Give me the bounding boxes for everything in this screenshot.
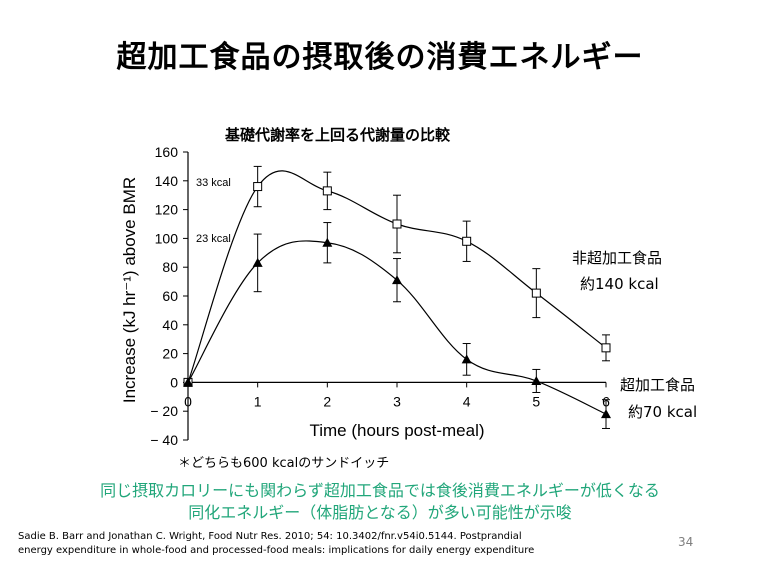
y-tick-label: − 40	[150, 432, 178, 448]
x-tick-label: 4	[463, 393, 471, 409]
x-tick-label: 3	[393, 393, 401, 409]
y-tick-label: 80	[162, 259, 178, 275]
conclusion-line-2: 同化エネルギー（体脂肪となる）が多い可能性が示唆	[188, 503, 572, 522]
x-tick-label: 2	[323, 393, 331, 409]
citation-line-1: Sadie B. Barr and Jonathan C. Wright, Fo…	[18, 531, 522, 542]
y-tick-label: 60	[162, 288, 178, 304]
whole-food-peak-label: 33 kcal	[196, 177, 231, 189]
processed-food-point	[322, 237, 333, 247]
chart-series	[183, 165, 611, 429]
chart-axes: − 40− 200204060801001201401600123456Time…	[120, 144, 610, 448]
processed-food-point	[531, 375, 542, 385]
sandwich-note: ＊どちらも600 kcalのサンドイッチ	[178, 456, 390, 471]
whole-food-point	[462, 236, 472, 246]
processed-food-peak-label: 23 kcal	[196, 233, 231, 245]
y-axis-title: Increase (kJ hr⁻¹) above BMR	[120, 177, 139, 403]
x-axis-title: Time (hours post-meal)	[309, 421, 484, 440]
y-tick-label: 140	[155, 173, 179, 189]
x-tick-label: 0	[184, 393, 192, 409]
citation-line-2: energy expenditure in whole-food and pro…	[18, 545, 535, 556]
conclusion-line-1: 同じ摂取カロリーにも関わらず超加工食品では食後消費エネルギーが低くなる	[100, 481, 660, 500]
y-tick-label: 40	[162, 317, 178, 333]
y-tick-label: − 20	[150, 403, 178, 419]
processed-food-point	[392, 275, 402, 285]
processed-food-point	[183, 377, 193, 387]
whole-food-label: 非超加工食品	[572, 249, 662, 267]
whole-food-point	[253, 182, 263, 192]
conclusion-text: 同じ摂取カロリーにも関わらず超加工食品では食後消費エネルギーが低くなる 同化エネ…	[0, 480, 760, 524]
processed-food-point	[252, 257, 263, 267]
processed-food-kcal-label: 約70 kcal	[628, 403, 697, 421]
whole-food-point	[601, 343, 611, 353]
y-tick-label: 0	[170, 374, 178, 390]
whole-food-point	[531, 288, 541, 298]
chart-title: 基礎代謝率を上回る代謝量の比較	[225, 126, 451, 144]
x-tick-label: 5	[532, 393, 540, 409]
processed-food-label: 超加工食品	[620, 376, 695, 394]
citation: Sadie B. Barr and Jonathan C. Wright, Fo…	[18, 530, 618, 558]
whole-food-point	[322, 186, 332, 196]
whole-food-point	[392, 219, 402, 229]
y-tick-label: 100	[155, 230, 179, 246]
processed-food-point	[461, 354, 472, 364]
y-tick-label: 160	[155, 144, 179, 160]
slide-title: 超加工食品の摂取後の消費エネルギー	[116, 40, 644, 75]
whole-food-kcal-label: 約140 kcal	[580, 275, 659, 293]
y-tick-label: 20	[162, 346, 178, 362]
x-tick-label: 1	[254, 393, 262, 409]
line-chart: − 40− 200204060801001201401600123456Time…	[120, 144, 697, 448]
processed-food-point	[601, 409, 611, 419]
page-number: 34	[678, 535, 694, 549]
y-tick-label: 120	[155, 202, 179, 218]
